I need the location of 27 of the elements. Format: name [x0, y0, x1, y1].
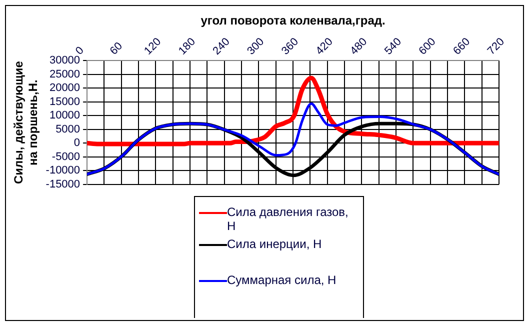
- y-axis-title: Силы, действующие на поршень,Н.: [12, 60, 40, 184]
- x-tick-label: 60: [108, 40, 125, 58]
- x-tick-label: 300: [245, 36, 267, 58]
- x-tick-label: 720: [485, 36, 507, 58]
- x-tick-label: 240: [210, 36, 232, 58]
- y-tick-label: -5000: [52, 150, 80, 163]
- y-tick-label: 30000: [49, 54, 80, 67]
- legend-label: Суммарная сила, Н: [227, 273, 336, 287]
- legend-label: Сила давления газов, Н: [227, 205, 350, 233]
- x-axis-title: угол поворота коленвала,град.: [200, 14, 386, 28]
- x-tick-label: 600: [416, 36, 438, 58]
- y-tick-label: 15000: [49, 96, 80, 108]
- y-tick-label: -15000: [46, 178, 80, 190]
- y-tick-label: 25000: [49, 68, 80, 80]
- legend-label: Сила инерции, Н: [227, 237, 322, 251]
- y-tick-label: 0: [74, 137, 80, 150]
- y-tick-label: -10000: [46, 164, 80, 177]
- x-tick-label: 540: [382, 36, 404, 58]
- x-tick-label: 180: [176, 36, 198, 58]
- x-tick-label: 120: [142, 36, 164, 58]
- y-tick-label: 10000: [49, 110, 80, 122]
- y-tick-label: 20000: [49, 82, 80, 94]
- x-tick-label: 420: [314, 36, 336, 58]
- x-tick-label: 480: [348, 36, 370, 58]
- x-tick-label: 660: [451, 36, 473, 58]
- y-tick-label: 5000: [56, 123, 80, 136]
- x-tick-label: 360: [279, 36, 301, 58]
